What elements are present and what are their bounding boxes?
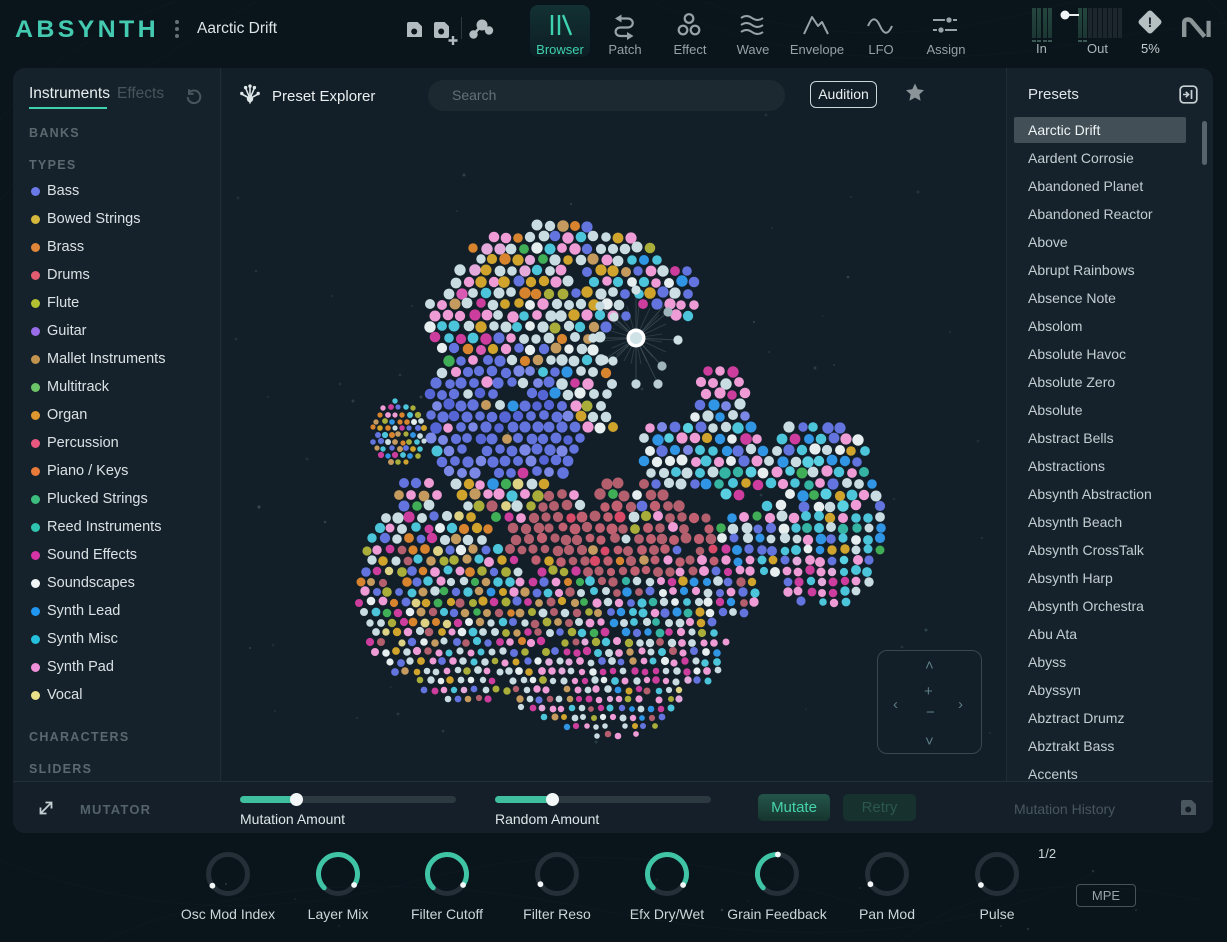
svg-text:!: ! <box>1148 14 1153 30</box>
